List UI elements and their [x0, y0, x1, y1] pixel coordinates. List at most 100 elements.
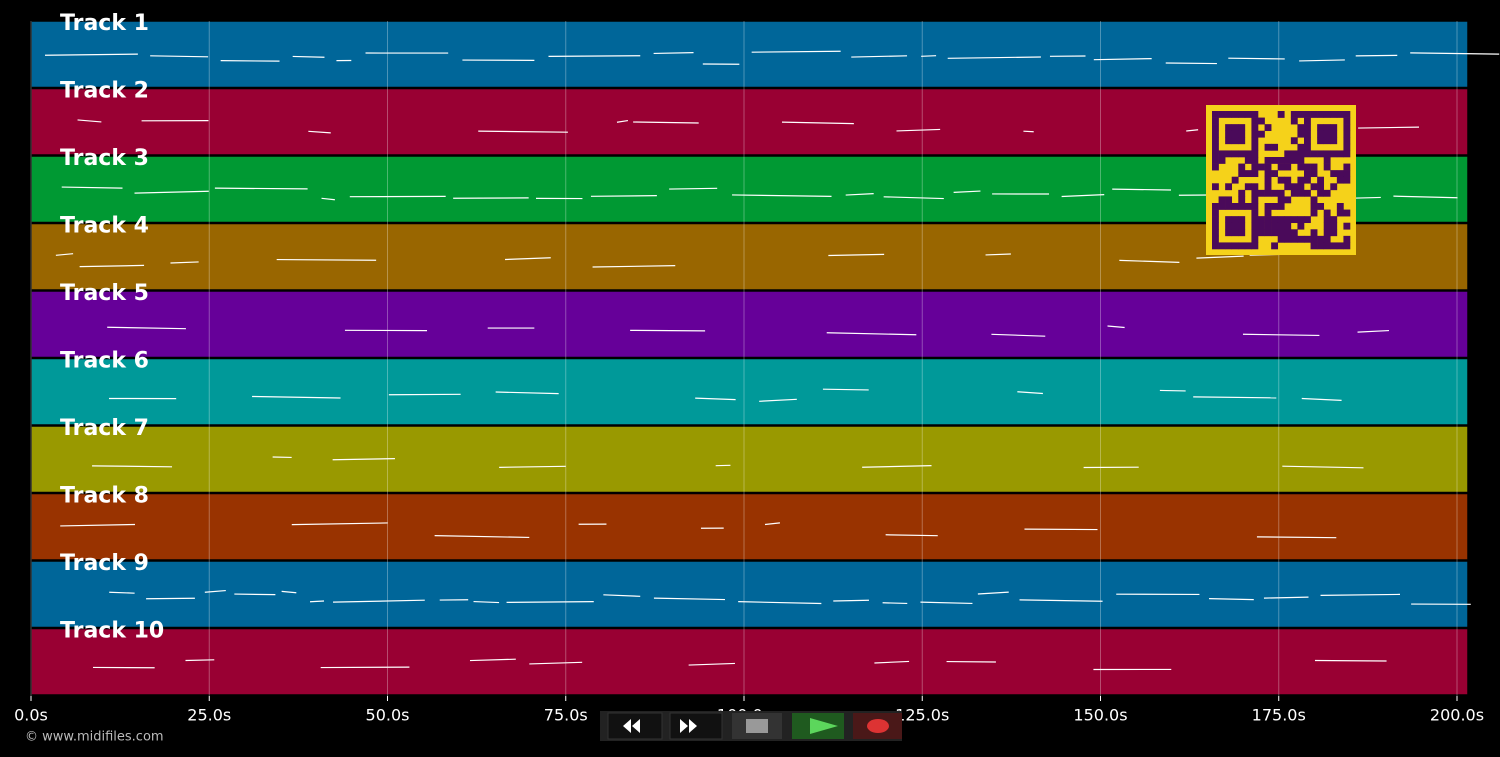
qr-module	[1304, 150, 1311, 158]
qr-module	[1264, 183, 1272, 191]
qr-module	[1336, 170, 1344, 178]
qr-module	[1218, 150, 1226, 158]
play-button[interactable]	[792, 713, 844, 739]
qr-module	[1290, 137, 1298, 145]
tick-label: 25.0s	[187, 706, 231, 725]
qr-module	[1277, 111, 1285, 118]
qr-module	[1297, 111, 1305, 118]
qr-module	[1218, 196, 1226, 204]
note-stroke	[107, 326, 186, 330]
qr-module	[1304, 189, 1311, 197]
qr-module	[1284, 183, 1292, 191]
note-stroke	[204, 589, 226, 593]
note-stroke	[44, 53, 138, 56]
note-stroke	[321, 197, 335, 201]
qr-module	[1244, 157, 1252, 164]
qr-module	[1277, 163, 1285, 171]
note-stroke	[1017, 391, 1043, 395]
qr-module	[1251, 209, 1259, 217]
note-stroke	[1228, 57, 1285, 60]
qr-module	[1264, 216, 1272, 224]
qr-module	[1212, 216, 1219, 224]
note-stroke	[150, 55, 209, 58]
qr-module	[1277, 235, 1285, 243]
qr-module	[1304, 117, 1311, 125]
qr-module	[1284, 196, 1292, 204]
rewind-icon	[623, 719, 640, 733]
note-stroke	[1193, 396, 1277, 399]
qr-module	[1212, 203, 1219, 210]
qr-module	[1290, 229, 1298, 237]
qr-module	[1323, 235, 1331, 243]
note-stroke	[469, 658, 516, 662]
note-stroke	[738, 601, 822, 605]
note-stroke	[669, 187, 718, 190]
qr-module	[1251, 111, 1259, 118]
qr-module	[1330, 216, 1338, 224]
qr-module	[1231, 176, 1239, 184]
qr-module	[1251, 222, 1259, 230]
note-stroke	[764, 522, 781, 526]
note-stroke	[953, 190, 981, 194]
qr-module	[1264, 203, 1272, 210]
qr-module	[1323, 111, 1331, 118]
qr-module	[1317, 183, 1325, 191]
track-label: Track 6	[60, 349, 149, 374]
note-stroke	[759, 398, 797, 402]
qr-module	[1310, 183, 1318, 191]
qr-module	[1258, 130, 1265, 138]
note-stroke	[1019, 599, 1103, 602]
note-stroke	[1209, 598, 1254, 601]
qr-module	[1330, 183, 1338, 191]
record-button[interactable]	[853, 713, 902, 739]
note-stroke	[633, 121, 699, 124]
qr-module	[1264, 170, 1272, 178]
qr-module	[1231, 222, 1239, 230]
qr-module	[1231, 111, 1239, 118]
tick-label: 0.0s	[14, 706, 48, 725]
note-stroke	[732, 194, 832, 198]
note-stroke	[1301, 397, 1342, 401]
note-stroke	[921, 55, 937, 57]
qr-module	[1323, 157, 1331, 164]
qr-module	[1225, 183, 1233, 191]
qr-module	[1290, 111, 1298, 118]
qr-module	[1310, 209, 1318, 217]
track-label: Track 3	[60, 146, 149, 171]
qr-module	[1271, 242, 1279, 250]
note-stroke	[1357, 329, 1389, 333]
note-stroke	[883, 196, 944, 200]
qr-module	[1317, 137, 1325, 145]
qr-module	[1304, 216, 1311, 224]
qr-module	[1330, 111, 1338, 118]
note-stroke	[55, 253, 74, 256]
stop-button[interactable]	[732, 713, 782, 739]
note-stroke	[308, 130, 331, 134]
note-stroke	[1320, 593, 1400, 596]
note-stroke	[653, 597, 725, 601]
stop-icon	[746, 719, 768, 733]
qr-module	[1251, 183, 1259, 191]
qr-module	[1212, 124, 1219, 132]
qr-module	[1310, 242, 1318, 250]
qr-module	[1290, 117, 1298, 125]
forward-button[interactable]	[669, 712, 723, 740]
qr-module	[1212, 163, 1219, 171]
qr-module	[1290, 183, 1298, 191]
qr-module	[1284, 176, 1292, 184]
note-stroke	[506, 601, 594, 603]
notes	[44, 50, 1500, 671]
track-lane	[30, 20, 1469, 89]
qr-module	[1244, 150, 1252, 158]
qr-module	[1212, 229, 1219, 237]
qr-module	[1271, 143, 1279, 151]
qr-module	[1251, 124, 1259, 132]
qr-module	[1238, 242, 1246, 250]
qr-module	[1238, 170, 1246, 178]
qr-module	[1343, 176, 1351, 184]
qr-module	[1225, 124, 1233, 132]
qr-module	[1304, 163, 1311, 171]
note-stroke	[1107, 325, 1125, 329]
note-stroke	[751, 50, 841, 53]
rewind-button[interactable]	[607, 712, 663, 740]
